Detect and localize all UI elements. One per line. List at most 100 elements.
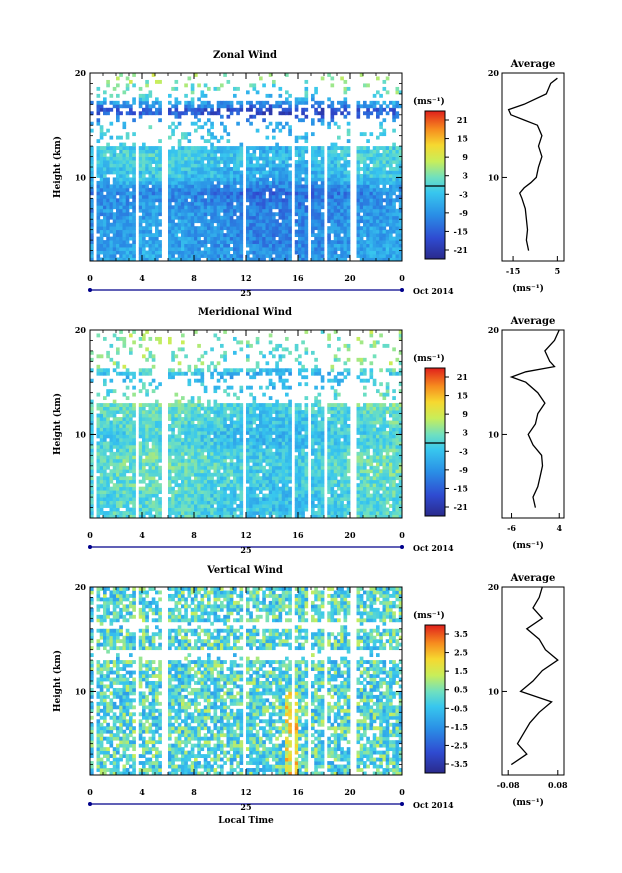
- heatmap-cell: [223, 156, 227, 161]
- heatmap-cell: [187, 243, 192, 248]
- heatmap-cell: [132, 406, 136, 411]
- heatmap-cell: [239, 448, 244, 453]
- heatmap-cell: [340, 219, 344, 224]
- heatmap-cell: [223, 389, 227, 394]
- heatmap-cell: [158, 118, 162, 123]
- heatmap-cell: [392, 215, 396, 220]
- heatmap-cell: [272, 240, 276, 244]
- heatmap-cell: [103, 233, 107, 238]
- heatmap-cell: [99, 455, 104, 460]
- heatmap-cell: [174, 233, 179, 238]
- heatmap-cell: [190, 86, 195, 91]
- heatmap-cell: [96, 229, 101, 234]
- heatmap-cell: [151, 444, 156, 449]
- heatmap-cell: [382, 212, 387, 217]
- heatmap-cell: [187, 194, 192, 199]
- heatmap-cell: [272, 153, 276, 157]
- heatmap-cell: [249, 424, 253, 428]
- heatmap-cell: [109, 212, 114, 217]
- heatmap-cell: [246, 100, 250, 105]
- heatmap-cell: [119, 462, 123, 467]
- heatmap-cell: [376, 146, 380, 150]
- heatmap-cell: [132, 385, 136, 390]
- heatmap-cell: [372, 191, 377, 196]
- heatmap-cell: [376, 153, 380, 157]
- heatmap-cell: [249, 490, 253, 495]
- heatmap-cell: [220, 497, 224, 501]
- heatmap-cell: [317, 118, 322, 123]
- heatmap-cell: [190, 184, 195, 189]
- heatmap-cell: [216, 86, 221, 91]
- heatmap-cell: [389, 247, 393, 251]
- heatmap-cell: [252, 465, 257, 470]
- heatmap-cell: [356, 180, 361, 185]
- heatmap-cell: [213, 236, 218, 241]
- heatmap-cell: [132, 160, 136, 164]
- heatmap-cell: [216, 170, 221, 175]
- heatmap-cell: [226, 413, 231, 418]
- heatmap-cell: [171, 173, 175, 178]
- heatmap-cell: [327, 243, 331, 248]
- heatmap-cell: [216, 441, 221, 446]
- heatmap-cell: [109, 410, 114, 414]
- heatmap-cell: [99, 194, 104, 199]
- heatmap-cell: [197, 236, 201, 241]
- heatmap-cell: [294, 135, 299, 140]
- heatmap-cell: [200, 455, 205, 460]
- heatmap-cell: [327, 236, 331, 241]
- zonal-wind-colorbar: [424, 110, 446, 260]
- heatmap-cell: [197, 434, 201, 439]
- heatmap-cell: [210, 153, 214, 157]
- heatmap-cell: [158, 514, 162, 519]
- heatmap-cell: [99, 511, 104, 515]
- heatmap-cell: [369, 205, 374, 210]
- heatmap-cell: [320, 222, 325, 227]
- heatmap-cell: [320, 247, 325, 251]
- heatmap-cell: [142, 427, 146, 432]
- heatmap-cell: [90, 462, 94, 467]
- heatmap-cell: [301, 97, 305, 102]
- heatmap-cell: [311, 198, 315, 203]
- heatmap-cell: [333, 222, 338, 227]
- heatmap-cell: [298, 208, 302, 213]
- heatmap-cell: [200, 434, 205, 439]
- heatmap-cell: [96, 254, 101, 258]
- heatmap-cell: [200, 93, 205, 98]
- heatmap-cell: [389, 250, 393, 255]
- heatmap-cell: [155, 215, 159, 220]
- heatmap-cell: [90, 243, 94, 248]
- heatmap-cell: [220, 465, 224, 470]
- heatmap-cell: [103, 156, 107, 161]
- heatmap-cell: [275, 104, 279, 109]
- heatmap-cell: [99, 448, 104, 453]
- heatmap-cell: [177, 257, 182, 262]
- heatmap-cell: [239, 240, 244, 244]
- heatmap-cell: [252, 511, 257, 515]
- heatmap-cell: [155, 413, 159, 418]
- heatmap-cell: [395, 212, 400, 217]
- heatmap-cell: [112, 198, 117, 203]
- heatmap-cell: [197, 441, 201, 446]
- heatmap-cell: [320, 233, 325, 238]
- heatmap-cell: [116, 205, 120, 210]
- heatmap-cell: [151, 430, 156, 435]
- heatmap-cell: [103, 451, 107, 456]
- heatmap-cell: [272, 146, 276, 150]
- heatmap-cell: [138, 462, 143, 467]
- heatmap-cell: [129, 469, 133, 474]
- heatmap-cell: [112, 511, 117, 515]
- heatmap-cell: [119, 406, 123, 411]
- heatmap-cell: [171, 177, 175, 182]
- heatmap-cell: [346, 121, 351, 126]
- heatmap-cell: [142, 497, 146, 501]
- heatmap-cell: [333, 254, 338, 258]
- heatmap-cell: [288, 191, 292, 196]
- heatmap-cell: [181, 149, 185, 154]
- heatmap-cell: [125, 427, 130, 432]
- heatmap-cell: [200, 486, 205, 491]
- heatmap-cell: [106, 403, 110, 407]
- heatmap-cell: [265, 153, 270, 157]
- heatmap-cell: [330, 222, 335, 227]
- heatmap-cell: [281, 233, 286, 238]
- heatmap-cell: [220, 222, 224, 227]
